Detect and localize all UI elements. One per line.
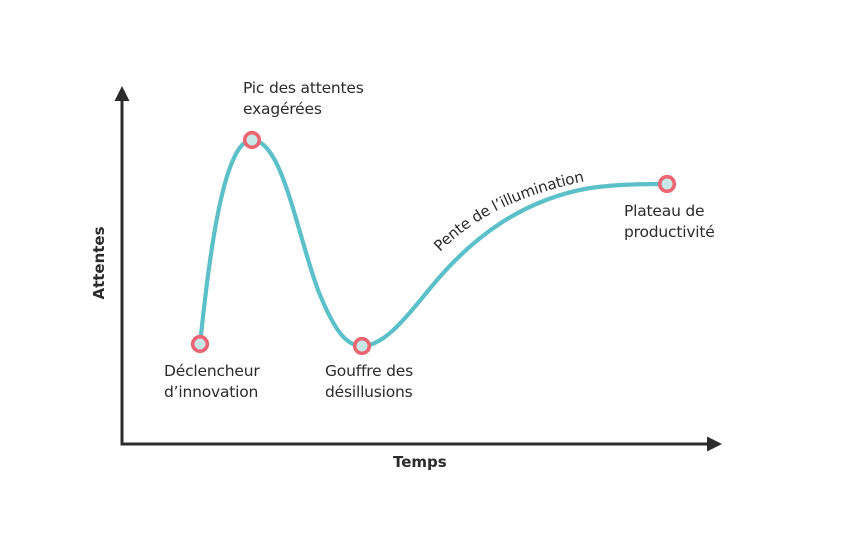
label-peak: Pic des attentes exagérées bbox=[243, 78, 364, 120]
x-axis-label: Temps bbox=[393, 453, 447, 471]
label-trough-line1: Gouffre des bbox=[325, 362, 413, 380]
label-peak-line1: Pic des attentes bbox=[243, 79, 364, 97]
label-plateau-line2: productivité bbox=[624, 223, 715, 241]
x-axis bbox=[120, 436, 722, 452]
marker-trigger bbox=[190, 334, 210, 354]
slope-label: Pente de l’illumination bbox=[430, 168, 585, 255]
marker-plateau bbox=[657, 174, 677, 194]
hype-curve bbox=[197, 137, 670, 349]
label-trigger: Déclencheur d’innovation bbox=[164, 361, 260, 403]
x-axis-label-text: Temps bbox=[393, 453, 447, 471]
label-peak-line2: exagérées bbox=[243, 100, 322, 118]
y-axis-label-text: Attentes bbox=[90, 226, 108, 300]
label-trough: Gouffre des désillusions bbox=[325, 361, 413, 403]
label-plateau-line1: Plateau de bbox=[624, 202, 705, 220]
marker-trough bbox=[352, 336, 372, 356]
y-axis-arrow-icon bbox=[114, 86, 130, 101]
y-axis bbox=[114, 86, 130, 444]
marker-peak bbox=[242, 130, 262, 150]
label-trigger-line2: d’innovation bbox=[164, 383, 259, 401]
y-axis-label: Attentes bbox=[90, 226, 108, 299]
label-trough-line2: désillusions bbox=[325, 383, 413, 401]
label-trigger-line1: Déclencheur bbox=[164, 362, 260, 380]
label-plateau: Plateau de productivité bbox=[624, 201, 715, 243]
x-axis-arrow-icon bbox=[707, 436, 722, 452]
